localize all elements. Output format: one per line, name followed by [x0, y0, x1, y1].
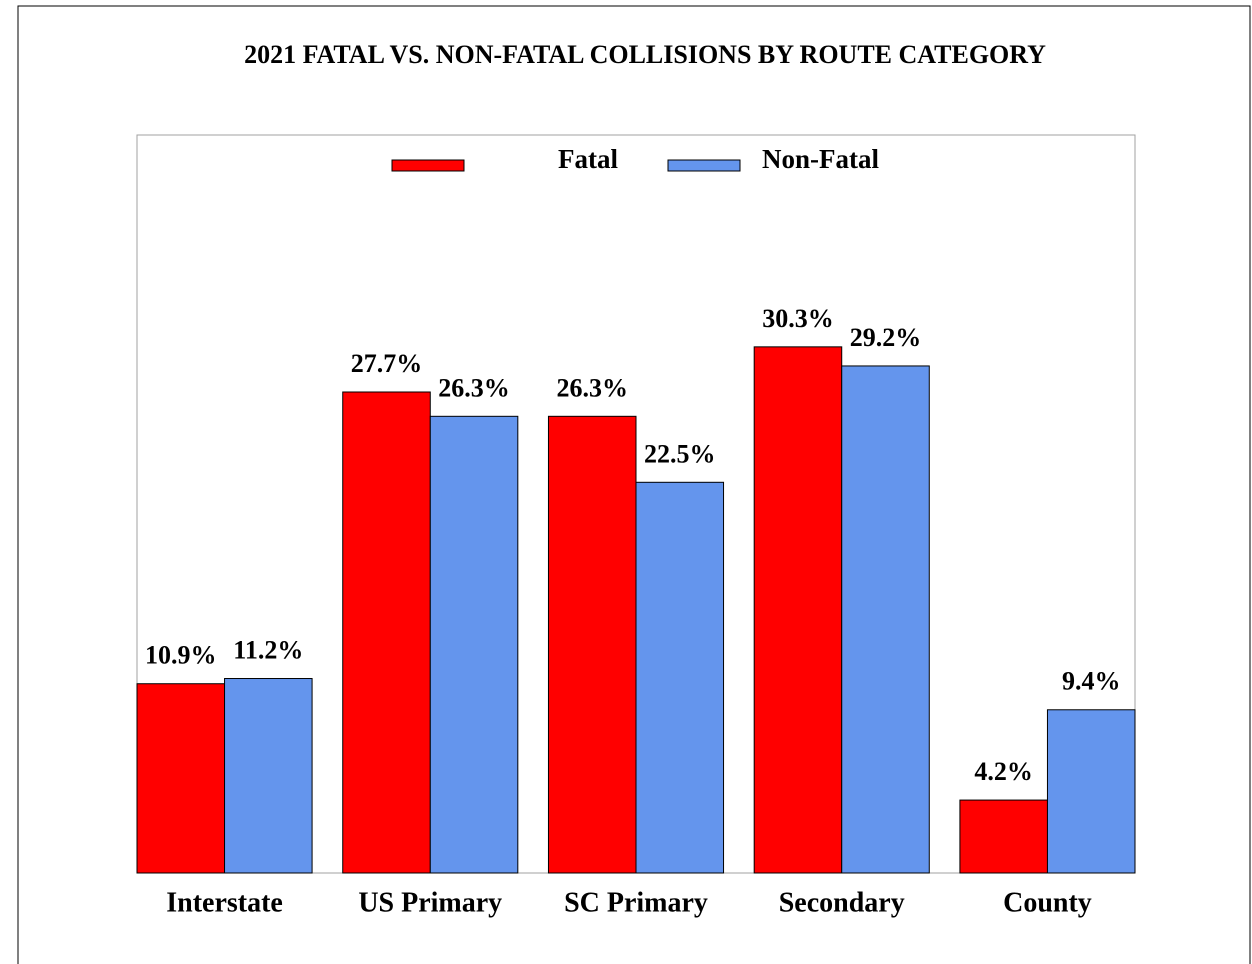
bar: [136, 683, 226, 874]
bar: [224, 678, 313, 874]
data-label: 11.2%: [233, 635, 303, 664]
data-label: 30.3%: [762, 304, 834, 333]
data-label: 22.5%: [644, 439, 716, 468]
x-tick-label: County: [1003, 887, 1092, 918]
data-label: 27.7%: [351, 349, 423, 378]
legend-label: Fatal: [558, 144, 618, 174]
data-label: 26.3%: [438, 373, 510, 402]
frame: [17, 5, 1251, 964]
data-label: 4.2%: [974, 757, 1033, 786]
legend-swatch: [391, 159, 465, 172]
data-label: 10.9%: [145, 641, 217, 670]
bar: [753, 346, 843, 874]
bar: [429, 415, 519, 874]
x-tick-label: Interstate: [166, 887, 283, 918]
x-tick-label: Secondary: [779, 887, 905, 918]
legend-swatch: [667, 159, 741, 172]
data-label: 29.2%: [850, 323, 922, 352]
bar: [547, 415, 637, 874]
data-label: 26.3%: [556, 373, 628, 402]
data-label: 9.4%: [1062, 667, 1121, 696]
bar: [1046, 709, 1136, 874]
chart-title: 2021 FATAL VS. NON-FATAL COLLISIONS BY R…: [244, 40, 1046, 69]
bar: [959, 799, 1048, 874]
bar: [342, 391, 431, 874]
bar: [841, 365, 930, 874]
bar: [635, 481, 725, 874]
x-tick-label: US Primary: [358, 887, 502, 918]
x-tick-label: SC Primary: [564, 887, 708, 918]
legend-label: Non-Fatal: [762, 144, 879, 174]
